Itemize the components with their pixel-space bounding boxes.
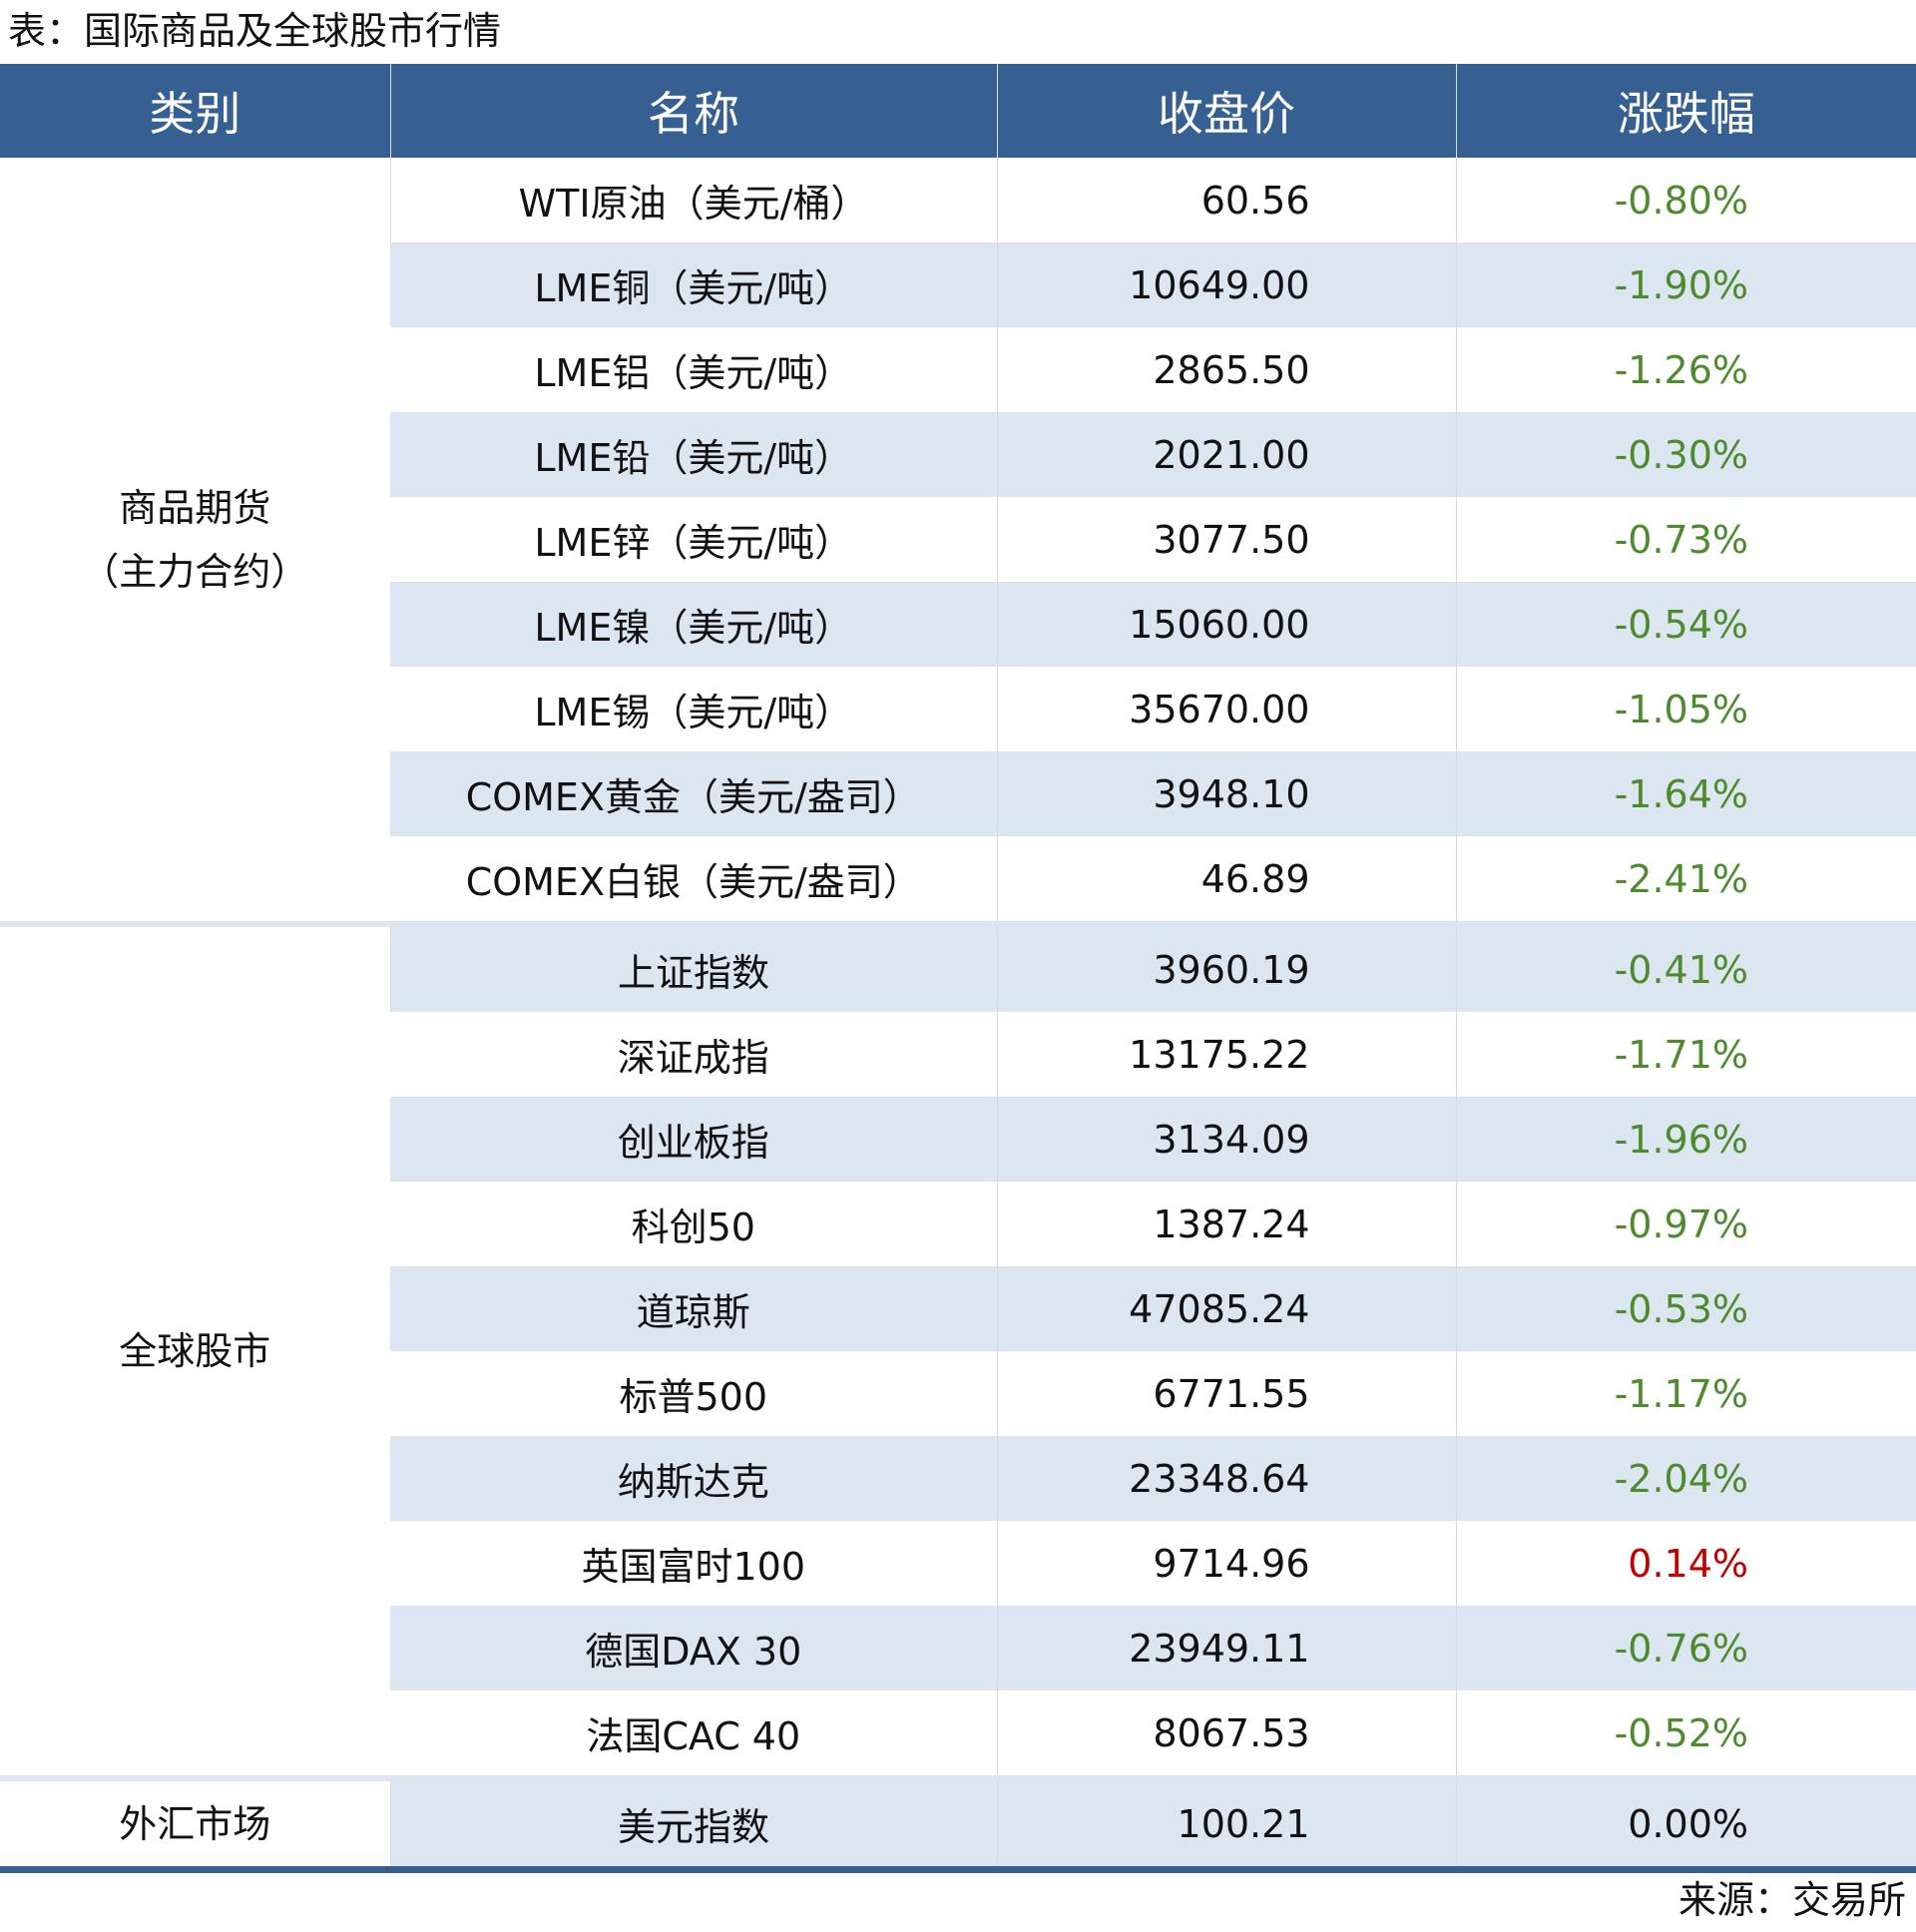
instrument-name: WTI原油（美元/桶）: [389, 158, 997, 242]
change-percent: -0.80%: [1455, 158, 1916, 242]
source-note: 来源：交易所: [1677, 1878, 1906, 1922]
table-row: LME铅（美元/吨） 2021.00 -0.30%: [0, 412, 1916, 497]
close-price: 9714.96: [996, 1521, 1456, 1606]
close-price: 60.56: [996, 158, 1456, 242]
category-cell: 外汇市场: [0, 1781, 390, 1873]
table-row: 科创50 1387.24 -0.97%: [0, 1182, 1916, 1266]
close-price: 13175.22: [996, 1012, 1456, 1097]
close-price: 23348.64: [996, 1436, 1456, 1521]
close-price: 47085.24: [996, 1266, 1456, 1351]
table-row: 纳斯达克 23348.64 -2.04%: [0, 1436, 1916, 1521]
table-row: LME锡（美元/吨） 35670.00 -1.05%: [0, 667, 1916, 751]
close-price: 23949.11: [996, 1606, 1456, 1690]
change-percent: 0.14%: [1455, 1521, 1916, 1606]
close-price: 2021.00: [996, 412, 1456, 497]
change-percent: -0.97%: [1455, 1182, 1916, 1266]
change-percent: -1.26%: [1455, 327, 1916, 412]
table-row: 法国CAC 40 8067.53 -0.52%: [0, 1690, 1916, 1775]
category-cell: 全球股市: [0, 927, 390, 1775]
change-percent: -2.41%: [1455, 836, 1916, 921]
table-row: 创业板指 3134.09 -1.96%: [0, 1097, 1916, 1182]
market-table: 类别 名称 收盘价 涨跌幅 商品期货 （主力合约） WTI原油（美元/桶） 60.56…: [0, 64, 1916, 1873]
table-row: 外汇市场 美元指数 100.21 0.00%: [0, 1781, 1916, 1873]
instrument-name: 科创50: [631, 1206, 755, 1249]
instrument-name: 道琼斯: [390, 1266, 997, 1351]
table-row: 商品期货 （主力合约） WTI原油（美元/桶） 60.56 -0.80%: [0, 158, 1916, 921]
change-percent: -0.53%: [1455, 1266, 1916, 1351]
table-row: 英国富时100 9714.96 0.14%: [0, 1521, 1916, 1606]
instrument-name: LME铜（美元/吨）: [390, 242, 997, 327]
instrument-name: 创业板指: [390, 1097, 997, 1182]
table-row: 标普500 6771.55 -1.17%: [0, 1351, 1916, 1436]
instrument-name: 纳斯达克: [390, 1436, 997, 1521]
change-percent: -1.90%: [1455, 242, 1916, 327]
category-cell: 商品期货 （主力合约）: [0, 158, 390, 921]
change-percent: 0.00%: [1455, 1781, 1916, 1873]
close-price: 3077.50: [996, 497, 1456, 582]
change-percent: -1.64%: [1455, 751, 1916, 836]
group-separator: [0, 921, 1916, 927]
close-price: 6771.55: [996, 1351, 1456, 1436]
header-row: 类别 名称 收盘价 涨跌幅: [0, 64, 1916, 158]
instrument-name: LME锌（美元/吨）: [534, 521, 853, 565]
table-row: 全球股市 上证指数 3960.19 -0.41%: [0, 927, 1916, 1775]
change-percent: -0.41%: [1455, 927, 1916, 1012]
instrument-name: LME镍（美元/吨）: [390, 582, 997, 667]
instrument-name: 英国富时100: [581, 1545, 806, 1589]
table-row: COMEX白银（美元/盎司） 46.89 -2.41%: [0, 836, 1916, 921]
instrument-name: 上证指数: [389, 927, 997, 1012]
group-separator: [0, 1775, 1916, 1781]
table-row: LME锌（美元/吨） 3077.50 -0.73%: [0, 497, 1916, 582]
instrument-name: 深证成指: [617, 1036, 769, 1080]
change-percent: -0.54%: [1455, 582, 1916, 667]
close-price: 35670.00: [996, 667, 1456, 751]
table-row: LME镍（美元/吨） 15060.00 -0.54%: [0, 582, 1916, 667]
table-row: LME铝（美元/吨） 2865.50 -1.26%: [0, 327, 1916, 412]
table-row: COMEX黄金（美元/盎司） 3948.10 -1.64%: [0, 751, 1916, 836]
close-price: 100.21: [996, 1781, 1456, 1873]
table-row: 道琼斯 47085.24 -0.53%: [0, 1266, 1916, 1351]
instrument-name: LME铝（美元/吨）: [534, 351, 853, 395]
change-percent: -0.30%: [1455, 412, 1916, 497]
change-percent: -1.96%: [1455, 1097, 1916, 1182]
instrument-name: 德国DAX 30: [390, 1606, 997, 1690]
close-price: 1387.24: [996, 1182, 1456, 1266]
close-price: 2865.50: [996, 327, 1456, 412]
instrument-name: COMEX白银（美元/盎司）: [465, 860, 921, 904]
header-name: 名称: [389, 64, 997, 158]
change-percent: -0.52%: [1455, 1690, 1916, 1775]
header-change: 涨跌幅: [1455, 64, 1916, 158]
category-label: 全球股市: [119, 1329, 271, 1373]
instrument-name: 标普500: [619, 1375, 768, 1419]
change-percent: -0.76%: [1455, 1606, 1916, 1690]
category-label: 外汇市场: [119, 1801, 271, 1846]
category-label: 商品期货: [119, 485, 271, 530]
header-price: 收盘价: [996, 64, 1456, 158]
change-percent: -1.71%: [1455, 1012, 1916, 1097]
table-row: 深证成指 13175.22 -1.71%: [0, 1012, 1916, 1097]
instrument-name: 法国CAC 40: [586, 1714, 801, 1758]
close-price: 15060.00: [996, 582, 1456, 667]
table-row: 德国DAX 30 23949.11 -0.76%: [0, 1606, 1916, 1690]
change-percent: -1.05%: [1455, 667, 1916, 751]
instrument-name: LME铅（美元/吨）: [390, 412, 997, 497]
change-percent: -2.04%: [1455, 1436, 1916, 1521]
change-percent: -1.17%: [1455, 1351, 1916, 1436]
close-price: 10649.00: [996, 242, 1456, 327]
close-price: 3134.09: [996, 1097, 1456, 1182]
header-category: 类别: [0, 64, 390, 158]
close-price: 3948.10: [996, 751, 1456, 836]
change-percent: -0.73%: [1455, 497, 1916, 582]
category-sublabel: （主力合约）: [81, 549, 309, 594]
close-price: 3960.19: [996, 927, 1456, 1012]
table-title: 表：国际商品及全球股市行情: [8, 9, 502, 53]
instrument-name: COMEX黄金（美元/盎司）: [390, 751, 997, 836]
instrument-name: 美元指数: [389, 1781, 997, 1873]
instrument-name: LME锡（美元/吨）: [534, 691, 853, 734]
table-row: LME铜（美元/吨） 10649.00 -1.90%: [0, 242, 1916, 327]
close-price: 8067.53: [996, 1690, 1456, 1775]
close-price: 46.89: [996, 836, 1456, 921]
